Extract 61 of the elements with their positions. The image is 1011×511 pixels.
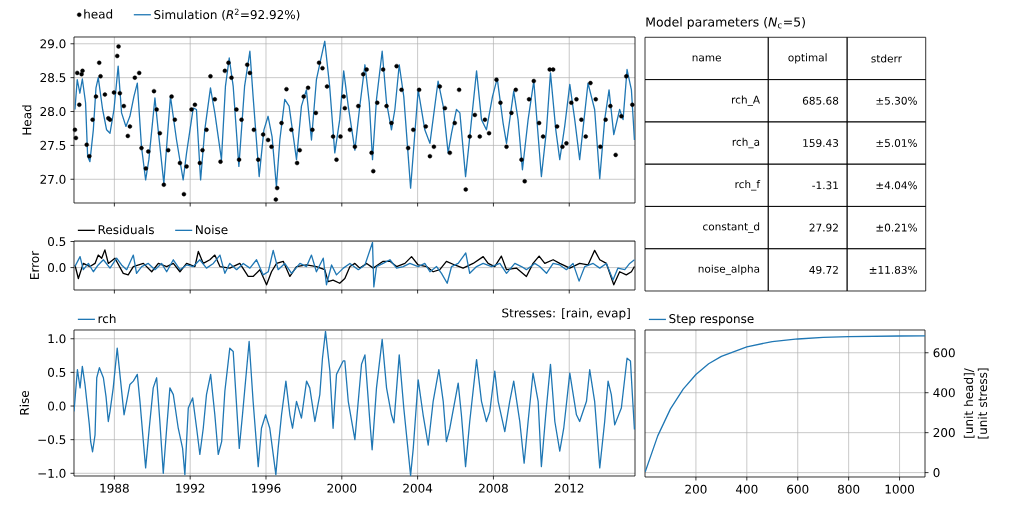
text: 159.43 xyxy=(803,139,839,147)
text: rch_f xyxy=(735,180,761,191)
y-tick-label: 400 xyxy=(933,388,955,398)
y-tick-label: 29.0 xyxy=(40,39,66,49)
text: 27.92 xyxy=(809,223,838,232)
text: rch_a xyxy=(732,137,760,149)
y-tick-label: 0.0 xyxy=(48,263,66,273)
text: 685.68 xyxy=(802,96,839,105)
x-tick-label: 600 xyxy=(787,484,809,494)
x-tick-label: 1988 xyxy=(100,483,129,493)
line-series xyxy=(74,330,636,476)
y-tick-label: 0.0 xyxy=(48,401,66,411)
y-axis-title: Rise xyxy=(19,390,29,415)
chart-title: Stresses: [rain, evap] xyxy=(502,308,630,320)
y-tick-label: −1.0 xyxy=(38,468,66,478)
text: ±4.04% xyxy=(876,181,917,190)
y-tick-label: 27.5 xyxy=(40,140,66,150)
x-tick-label: 400 xyxy=(735,484,758,494)
text: constant_d xyxy=(703,222,760,233)
y-tick-label: 0 xyxy=(933,468,940,478)
legend-label: Residuals xyxy=(98,224,154,235)
legend-label: Noise xyxy=(196,224,228,235)
text: name xyxy=(692,55,721,62)
y-tick-label: −0.5 xyxy=(38,435,66,445)
y-axis-title: [unit head]/ [unit stress] xyxy=(963,368,989,439)
legend-label: Simulation (R$^{2}$=92.92%) xyxy=(154,8,300,21)
y-tick-label: 27.0 xyxy=(40,174,66,184)
x-tick-label: 2000 xyxy=(327,483,357,493)
text: ±11.83% xyxy=(869,265,917,274)
y-tick-label: 200 xyxy=(933,428,955,438)
y-tick-label: 600 xyxy=(933,348,955,358)
text: -1.31 xyxy=(812,181,838,190)
text: optimal xyxy=(788,53,827,64)
text: noise_alpha xyxy=(698,264,760,276)
x-tick-label: 1992 xyxy=(176,483,205,493)
y-axis-title: Head xyxy=(22,105,32,135)
legend-label: rch xyxy=(98,313,116,324)
y-tick-label: 0.5 xyxy=(48,367,66,377)
x-tick-label: 200 xyxy=(685,484,707,494)
x-tick-label: 2004 xyxy=(403,483,433,493)
y-axis-title: Error xyxy=(30,250,40,279)
text: stderr xyxy=(871,54,902,63)
text: 49.72 xyxy=(809,265,838,274)
legend-label: head xyxy=(84,9,113,19)
x-tick-label: 1996 xyxy=(252,483,281,493)
text: ±0.21% xyxy=(876,223,917,232)
x-tick-label: 1000 xyxy=(885,484,915,494)
text: ±5.30% xyxy=(876,96,917,105)
y-tick-label: 0.5 xyxy=(48,236,66,247)
x-tick-label: 800 xyxy=(838,484,860,494)
x-tick-label: 2012 xyxy=(554,483,584,493)
legend-label: Step response xyxy=(669,314,754,326)
y-tick-label: 28.5 xyxy=(40,73,66,83)
text: ±5.01% xyxy=(876,139,917,147)
y-tick-label: 28.0 xyxy=(40,106,66,117)
x-tick-label: 2008 xyxy=(479,483,508,493)
y-tick-label: 1.0 xyxy=(48,334,66,344)
text: rch_A xyxy=(732,95,760,106)
text: Model parameters (N$_{c}$=5) xyxy=(646,16,805,30)
line-series xyxy=(74,241,636,288)
line-series xyxy=(645,335,926,473)
